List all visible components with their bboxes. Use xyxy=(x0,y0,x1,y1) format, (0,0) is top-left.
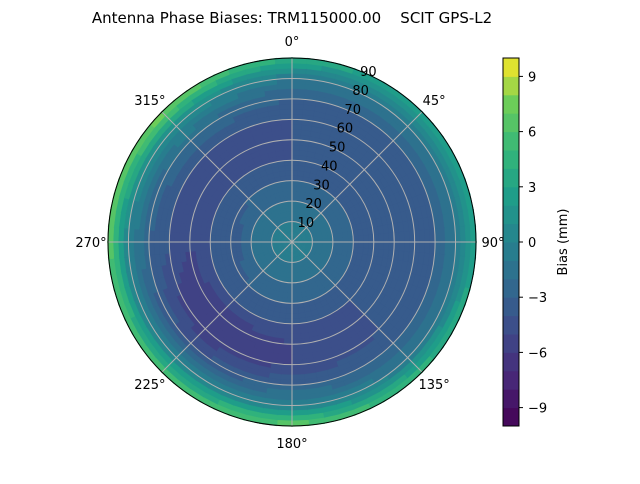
polar-grid xyxy=(107,57,477,427)
colorbar-tick-label: −3 xyxy=(528,291,547,306)
colorbar-band xyxy=(503,168,519,188)
angular-gridline xyxy=(291,241,423,373)
theta-tick-label: 180° xyxy=(276,437,307,452)
r-tick-label: 20 xyxy=(305,197,322,212)
colorbar-band xyxy=(503,370,519,390)
colorbar-band xyxy=(503,94,519,114)
colorbar-tick-label: 9 xyxy=(528,70,536,85)
colorbar-band xyxy=(503,352,519,372)
r-tick-label: 40 xyxy=(321,159,338,174)
polar-frame xyxy=(107,57,477,427)
colorbar-band xyxy=(503,407,519,427)
colorbar-band xyxy=(503,205,519,225)
colorbar-band xyxy=(503,260,519,280)
angular-gridline xyxy=(291,111,423,243)
theta-tick-label: 225° xyxy=(134,378,165,393)
colorbar-band xyxy=(503,113,519,133)
colorbar-band xyxy=(503,58,519,77)
colorbar-band xyxy=(503,131,519,151)
colorbar-tick-label: 0 xyxy=(528,236,536,251)
axis-labels: 0° 45° 90° 135° 180° 225° 270° 315° 10 20 30 40 50 60… xyxy=(75,35,504,452)
chart-title: Antenna Phase Biases: TRM115000.00 SCIT … xyxy=(92,9,492,27)
r-tick-label: 60 xyxy=(337,122,354,137)
colorbar-tick-label: −9 xyxy=(528,402,547,417)
r-tick-label: 50 xyxy=(329,141,346,156)
theta-tick-label: 135° xyxy=(418,378,449,393)
colorbar-band xyxy=(503,278,519,298)
contour-fill xyxy=(107,57,477,427)
colorbar-band xyxy=(503,186,519,206)
r-tick-label: 70 xyxy=(344,103,361,118)
angular-gridline xyxy=(161,241,293,373)
contour-cell xyxy=(274,57,294,65)
colorbar-tick-label: 6 xyxy=(528,126,536,141)
colorbar-band xyxy=(503,242,519,261)
theta-tick-label: 315° xyxy=(134,94,165,109)
r-tick-label: 90 xyxy=(360,65,377,80)
colorbar-tick-label: 3 xyxy=(528,181,536,196)
colorbar-band xyxy=(503,315,519,335)
colorbar-tick-label: −6 xyxy=(528,346,547,361)
colorbar-band xyxy=(503,150,519,169)
colorbar-band xyxy=(503,297,519,317)
colorbar-label: Bias (mm) xyxy=(556,209,571,276)
theta-tick-label: 45° xyxy=(423,94,446,109)
theta-tick-label: 90° xyxy=(481,236,504,251)
r-tick-label: 30 xyxy=(313,178,330,193)
colorbar-band xyxy=(503,334,519,353)
r-tick-label: 10 xyxy=(298,216,315,231)
r-tick-label: 80 xyxy=(352,84,369,99)
colorbar-band xyxy=(503,223,519,243)
colorbar-band xyxy=(503,389,519,409)
angular-gridline xyxy=(161,111,293,243)
theta-tick-label: 270° xyxy=(75,236,106,251)
colorbar-band xyxy=(503,76,519,96)
theta-tick-label: 0° xyxy=(285,35,300,50)
colorbar: −9 −6 −3 0 3 6 9 xyxy=(502,57,547,427)
